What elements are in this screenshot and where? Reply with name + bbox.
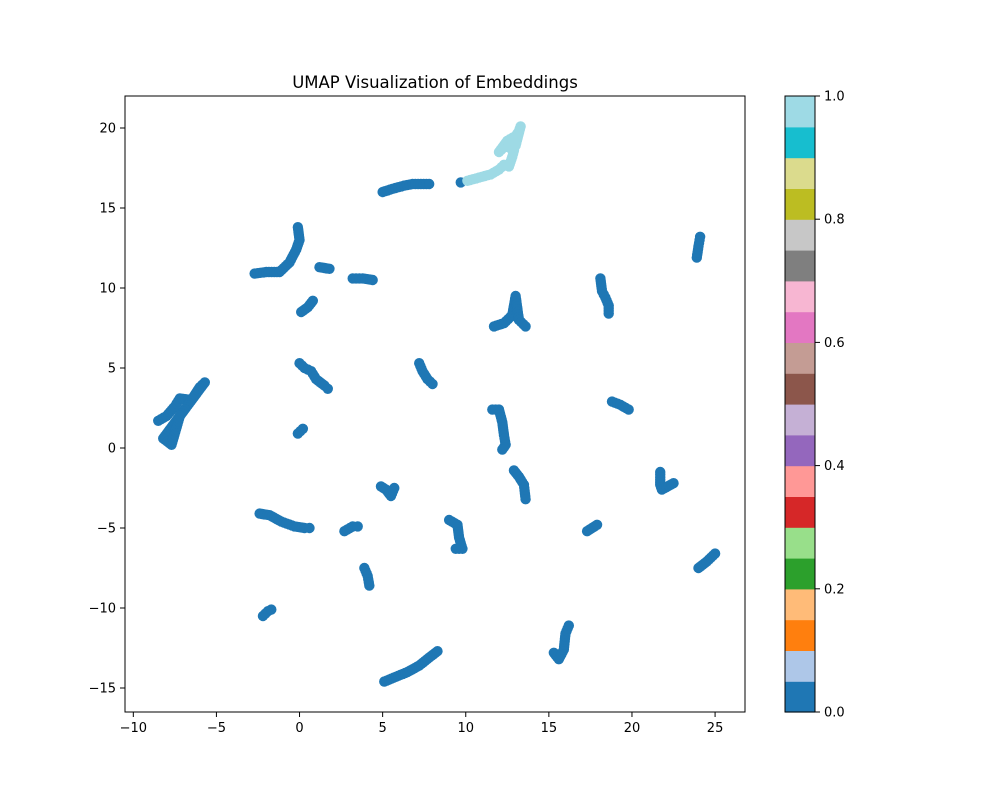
y-tick-label: 15 <box>99 202 116 217</box>
colorbar-swatch <box>785 466 815 497</box>
data-point <box>564 620 574 630</box>
data-point <box>592 520 602 530</box>
colorbar-swatch <box>785 373 815 404</box>
data-point <box>623 404 633 414</box>
colorbar-swatch <box>785 404 815 435</box>
data-point <box>451 544 461 554</box>
data-point <box>604 308 614 318</box>
data-point <box>304 523 314 533</box>
colorbar-tick-label: 0.0 <box>824 706 845 721</box>
colorbar-swatch <box>785 127 815 158</box>
y-tick-label: 20 <box>99 122 116 137</box>
data-point <box>497 444 507 454</box>
y-tick-label: 0 <box>108 442 116 457</box>
colorbar-swatch <box>785 650 815 681</box>
x-tick-label: 5 <box>379 721 387 736</box>
x-tick-label: −5 <box>207 721 226 736</box>
y-tick-label: 10 <box>99 282 116 297</box>
data-point <box>324 264 334 274</box>
plot-background <box>125 96 745 712</box>
data-point <box>293 222 303 232</box>
data-point <box>510 140 520 150</box>
x-tick-label: 20 <box>624 721 641 736</box>
colorbar-tick-label: 0.8 <box>824 213 845 228</box>
scatter-plot-area: −10 −5 0 5 10 15 20 25 −15 −10 −5 0 5 10 15 20 <box>89 96 745 736</box>
chart-title: UMAP Visualization of Embeddings <box>292 73 578 92</box>
data-point <box>695 232 705 242</box>
x-tick-label: 10 <box>457 721 474 736</box>
colorbar-swatch <box>785 558 815 589</box>
data-point <box>389 483 399 493</box>
data-point <box>367 275 377 285</box>
data-point <box>175 411 185 421</box>
data-point <box>432 646 442 656</box>
y-tick-label: −15 <box>89 682 116 697</box>
colorbar-swatch <box>785 312 815 343</box>
data-point <box>424 179 434 189</box>
colorbar-tick-label: 0.2 <box>824 582 845 597</box>
data-point <box>323 384 333 394</box>
x-tick-label: 0 <box>295 721 303 736</box>
x-tick-label: 25 <box>707 721 724 736</box>
colorbar-swatch <box>785 435 815 466</box>
colorbar-swatch <box>785 188 815 219</box>
colorbar-swatch <box>785 281 815 312</box>
data-point <box>520 321 530 331</box>
data-point <box>266 604 276 614</box>
data-point <box>308 296 318 306</box>
colorbar-tick-label: 0.6 <box>824 336 845 351</box>
colorbar-swatch <box>785 250 815 281</box>
y-tick-label: −10 <box>89 602 116 617</box>
colorbar-swatch <box>785 589 815 620</box>
data-point <box>298 424 308 434</box>
colorbar-swatch <box>785 219 815 250</box>
y-tick-label: −5 <box>97 522 116 537</box>
colorbar-swatch <box>785 496 815 527</box>
colorbar-swatch <box>785 681 815 712</box>
colorbar-swatch <box>785 527 815 558</box>
colorbar-swatch <box>785 158 815 189</box>
data-point <box>520 494 530 504</box>
colorbar-tick-label: 0.4 <box>824 459 845 474</box>
x-tick-label: −10 <box>120 721 147 736</box>
colorbar-swatches <box>785 96 815 713</box>
data-point <box>353 521 363 531</box>
data-point <box>364 580 374 590</box>
point-cluster-0-3 <box>348 273 378 285</box>
colorbar-swatch <box>785 96 815 127</box>
data-point <box>710 548 720 558</box>
colorbar-swatch <box>785 342 815 373</box>
data-point <box>668 478 678 488</box>
x-tick-label: 15 <box>541 721 558 736</box>
data-point <box>427 379 437 389</box>
colorbar-swatch <box>785 620 815 651</box>
colorbar-tick-label: 1.0 <box>824 90 845 105</box>
y-tick-label: 5 <box>108 362 116 377</box>
